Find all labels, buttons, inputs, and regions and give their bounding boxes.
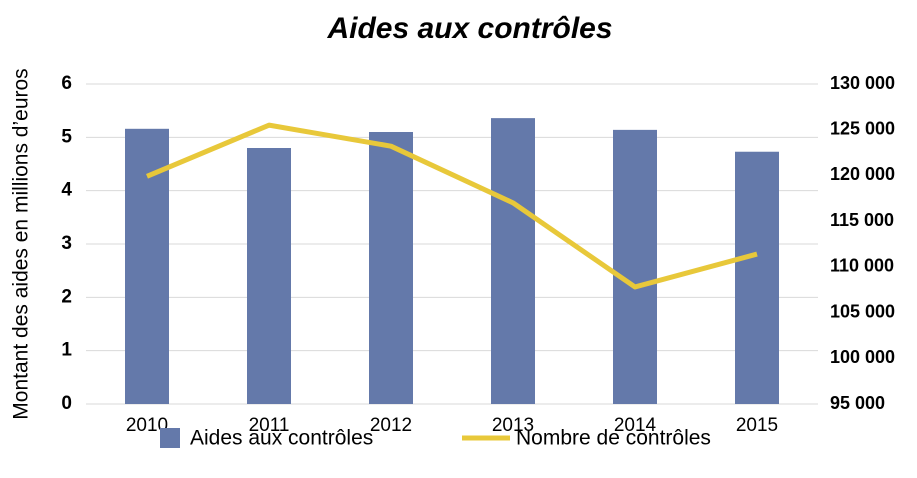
legend-label: Aides aux contrôles bbox=[190, 427, 373, 450]
bar bbox=[491, 118, 535, 404]
y-tick-label: 2 bbox=[61, 286, 72, 307]
y-tick-label: 6 bbox=[61, 73, 72, 94]
y-tick-label: 3 bbox=[61, 233, 72, 254]
y2-tick-label: 110 000 bbox=[830, 256, 894, 276]
y2-tick-label: 100 000 bbox=[830, 347, 895, 367]
x-tick-label: 2011 bbox=[249, 415, 290, 436]
y-tick-label: 1 bbox=[61, 340, 72, 361]
bar bbox=[613, 129, 657, 404]
x-tick-label: 2012 bbox=[370, 415, 412, 436]
bar bbox=[735, 151, 779, 404]
line bbox=[146, 122, 758, 290]
y2-tick-label: 105 000 bbox=[830, 301, 895, 321]
y-tick-label: 0 bbox=[61, 393, 72, 414]
y-axis-label: Montant des aides en millions d’euros bbox=[10, 68, 33, 419]
x-tick-label: 2015 bbox=[736, 415, 778, 436]
x-tick-label: 2014 bbox=[614, 415, 657, 436]
bar bbox=[247, 148, 291, 404]
y2-tick-label: 115 000 bbox=[830, 210, 894, 230]
y2-tick-label: 95 000 bbox=[830, 393, 885, 413]
y2-tick-label: 130 000 bbox=[830, 73, 895, 93]
y2-tick-label: 120 000 bbox=[830, 164, 895, 184]
legend-swatch bbox=[160, 428, 180, 448]
y2-tick-label: 125 000 bbox=[830, 118, 895, 138]
legend-label: Nombre de contrôles bbox=[516, 427, 711, 450]
y-tick-label: 4 bbox=[61, 180, 72, 201]
x-tick-label: 2010 bbox=[126, 415, 168, 436]
y-tick-label: 5 bbox=[61, 126, 72, 147]
x-tick-label: 2013 bbox=[492, 415, 534, 436]
chart-title: Aides aux contrôles bbox=[326, 12, 612, 45]
bar bbox=[369, 132, 413, 404]
